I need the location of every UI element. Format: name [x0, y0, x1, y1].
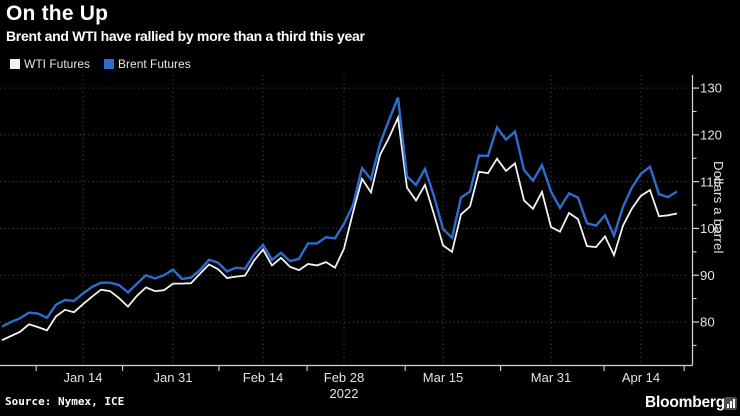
brent-swatch [104, 59, 115, 69]
y-tick-label: 100 [700, 221, 722, 236]
y-tick-label: 80 [700, 315, 715, 330]
legend: WTI Futures Brent Futures [10, 57, 191, 71]
wti-swatch [10, 59, 20, 69]
y-axis-label: Dollars a barrel [711, 161, 726, 254]
x-tick-label: Apr 14 [622, 370, 660, 385]
y-tick-label: 130 [700, 81, 722, 96]
legend-item-wti: WTI Futures [10, 57, 90, 71]
wti-line [1, 114, 678, 342]
x-tick-sublabel: 2022 [330, 386, 359, 401]
legend-label-wti: WTI Futures [24, 57, 91, 71]
legend-item-brent: Brent Futures [104, 57, 191, 71]
x-tick-label: Feb 28 [324, 370, 364, 385]
x-tick-label: Jan 14 [63, 370, 102, 385]
y-tick-label: 120 [700, 127, 722, 142]
x-tick-label: Jan 31 [153, 370, 192, 385]
page-title: On the Up [6, 2, 109, 25]
x-tick-label: Mar 31 [531, 370, 571, 385]
page-subtitle: Brent and WTI have rallied by more than … [6, 28, 365, 44]
brent-line [1, 97, 678, 328]
x-tick-label: Feb 14 [243, 370, 283, 385]
source-note: Source: Nymex, ICE [5, 395, 125, 408]
legend-label-brent: Brent Futures [118, 57, 191, 71]
x-tick-label: Mar 15 [423, 370, 463, 385]
y-tick-label: 90 [700, 268, 715, 283]
bar-chart-icon [724, 397, 737, 410]
bloomberg-logo: Bloomberg [645, 394, 726, 411]
y-tick-label: 110 [700, 174, 721, 189]
